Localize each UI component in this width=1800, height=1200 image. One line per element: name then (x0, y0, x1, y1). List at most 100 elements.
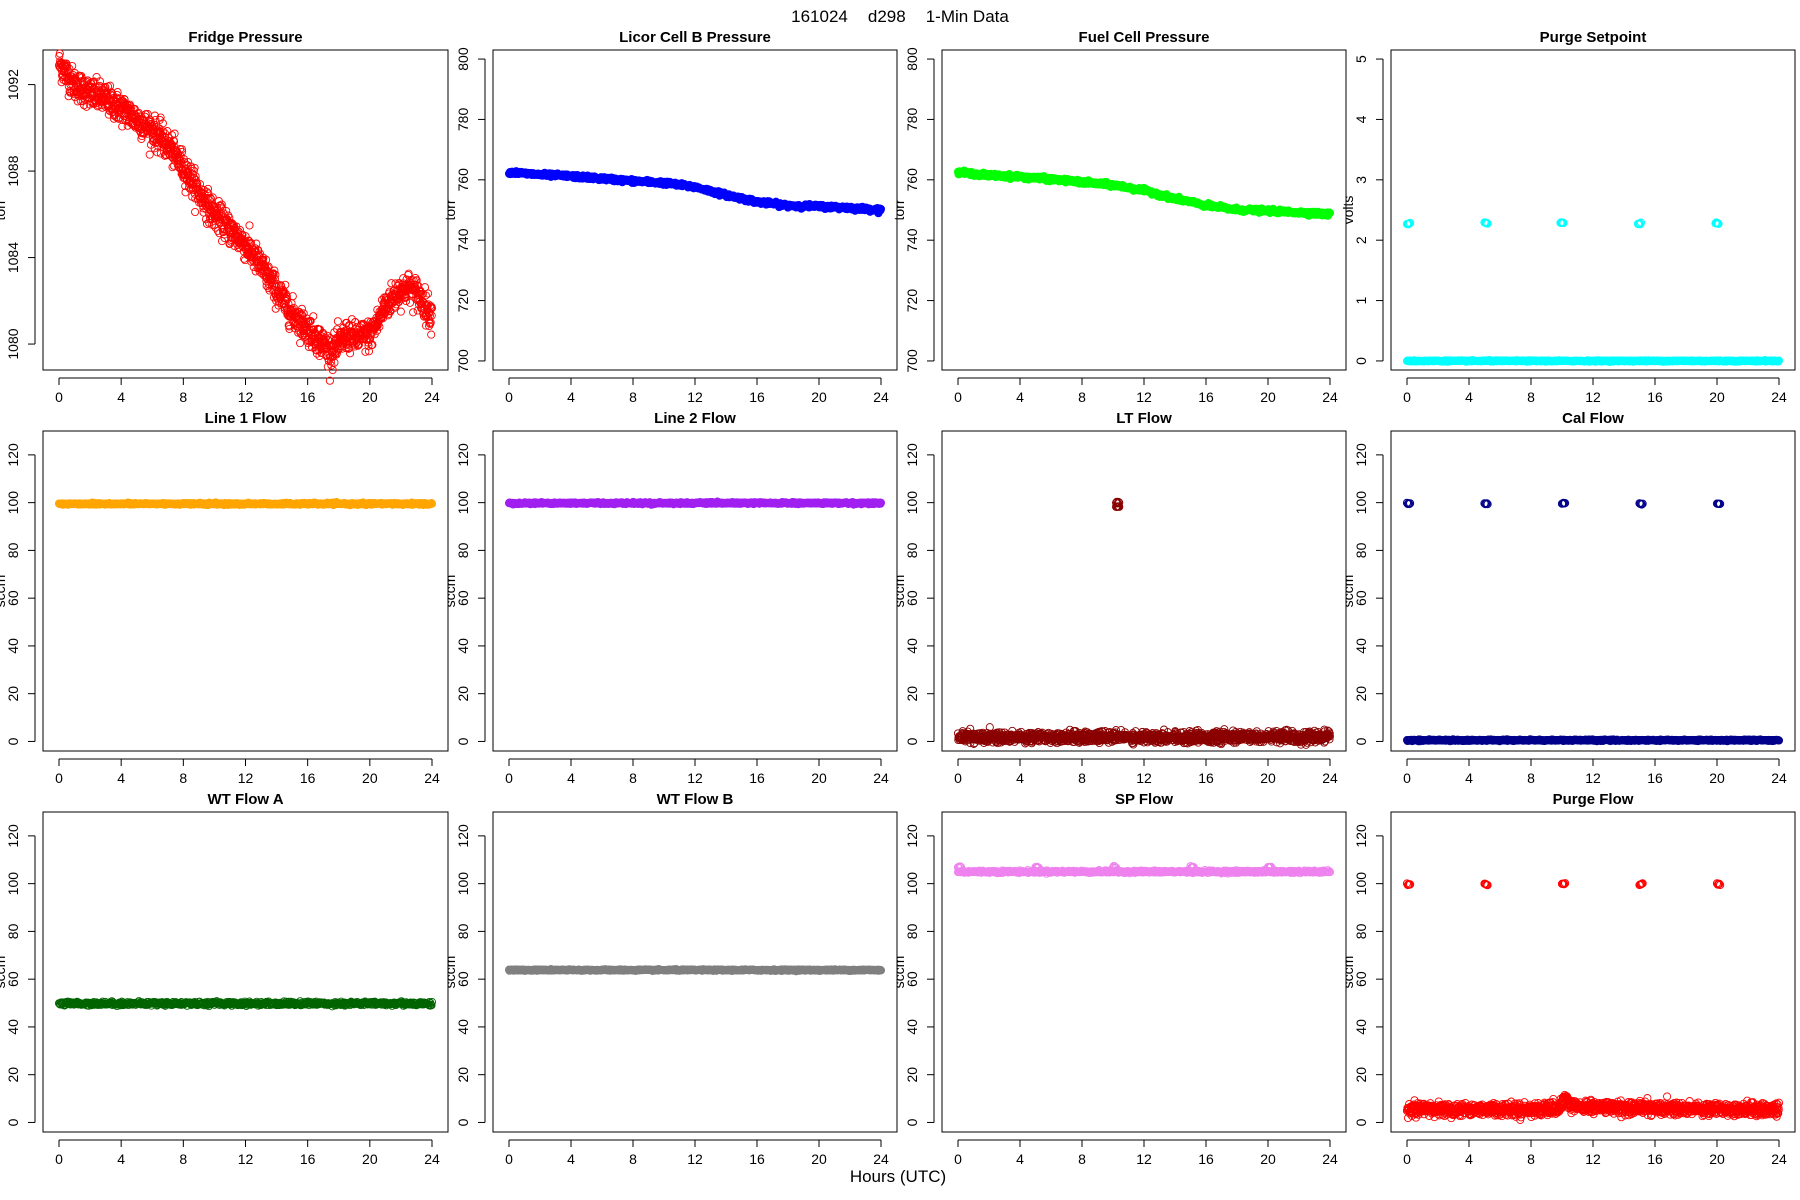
x-tick-label: 4 (117, 389, 125, 405)
data-point (409, 308, 418, 317)
data-point (76, 85, 86, 94)
y-tick-label: 1088 (5, 155, 21, 186)
data-point (1325, 208, 1335, 217)
y-tick-label: 720 (904, 289, 920, 313)
y-tick-label: 120 (455, 443, 471, 467)
data-point (179, 155, 188, 164)
plot-box (42, 49, 449, 371)
x-tick-label: 12 (1136, 389, 1152, 405)
y-tick-label: 100 (5, 491, 21, 515)
data-point (191, 172, 200, 181)
x-tick-label: 8 (629, 389, 637, 405)
figure-date: 161024 (791, 7, 848, 26)
y-tick-label: 40 (5, 638, 21, 654)
x-tick-label: 4 (1016, 389, 1024, 405)
y-tick-label: 780 (904, 108, 920, 132)
y-tick-label: 800 (455, 47, 471, 71)
data-point (296, 339, 305, 348)
series-group (953, 166, 1335, 220)
data-point (326, 357, 335, 366)
data-point (113, 88, 122, 97)
x-tick-label: 0 (55, 770, 63, 786)
data-point (297, 304, 306, 313)
data-point (427, 330, 436, 339)
series-group (54, 497, 437, 510)
data-point (73, 97, 82, 106)
y-tick-label: 0 (1353, 357, 1369, 365)
data-point (55, 49, 64, 58)
data-series (953, 166, 1335, 220)
x-tick-label: 8 (1527, 389, 1535, 405)
y-tick-label: 720 (455, 289, 471, 313)
data-point (68, 61, 77, 71)
x-tick-label: 0 (505, 389, 513, 405)
y-axis-label: torr (442, 199, 458, 220)
data-point (325, 376, 334, 385)
data-point (306, 316, 315, 326)
data-point (327, 361, 336, 370)
data-point (191, 207, 200, 217)
x-axis: 0 4 8 12 16 20 24 (55, 377, 440, 405)
x-tick-label: 8 (1078, 389, 1086, 405)
data-point (281, 280, 290, 289)
data-point (284, 299, 293, 308)
data-point (177, 145, 186, 154)
data-point (118, 122, 127, 131)
x-tick-label: 4 (567, 389, 575, 405)
series-group (1402, 356, 1784, 366)
x-tick-label: 24 (1322, 389, 1338, 405)
x-tick-label: 0 (55, 389, 63, 405)
y-tick-label: 760 (455, 168, 471, 192)
data-series (54, 49, 437, 385)
y-tick-label: 1 (1353, 296, 1369, 304)
y-tick-label: 20 (5, 686, 21, 702)
data-point (145, 150, 154, 159)
y-tick-label: 0 (455, 737, 471, 745)
y-tick-label: 780 (455, 108, 471, 132)
data-point (378, 314, 388, 323)
x-tick-label: 12 (1585, 389, 1601, 405)
x-tick-label: 8 (629, 770, 637, 786)
data-point (364, 341, 373, 350)
data-point (427, 499, 437, 508)
data-point (375, 322, 384, 331)
y-tick-label: 4 (1353, 115, 1369, 123)
x-tick-label: 8 (179, 770, 187, 786)
y-tick-label: 80 (5, 542, 21, 558)
data-point (155, 126, 164, 136)
data-series (1402, 218, 1784, 366)
plot-box (492, 430, 898, 752)
data-series (504, 167, 886, 218)
x-tick-label: 20 (811, 389, 827, 405)
x-tick-label: 0 (505, 770, 513, 786)
plot-box (42, 430, 449, 752)
y-tick-label: 760 (904, 168, 920, 192)
y-axis-label: torr (0, 199, 8, 220)
y-tick-label: 100 (455, 491, 471, 515)
data-point (247, 239, 256, 248)
y-axis-label: volts (1340, 196, 1356, 225)
data-point (65, 64, 74, 73)
y-tick-label: 800 (904, 47, 920, 71)
data-point (309, 325, 318, 334)
data-point (391, 303, 400, 312)
data-point (120, 95, 129, 104)
y-tick-label: 1084 (5, 242, 21, 273)
data-point (110, 111, 119, 120)
data-point (271, 270, 280, 279)
data-point (246, 239, 255, 248)
figure-doy: d298 (868, 7, 906, 26)
data-point (153, 148, 162, 157)
x-tick-label: 20 (1260, 389, 1276, 405)
x-tick-label: 20 (362, 770, 378, 786)
data-point (372, 326, 382, 335)
data-point (392, 300, 401, 309)
